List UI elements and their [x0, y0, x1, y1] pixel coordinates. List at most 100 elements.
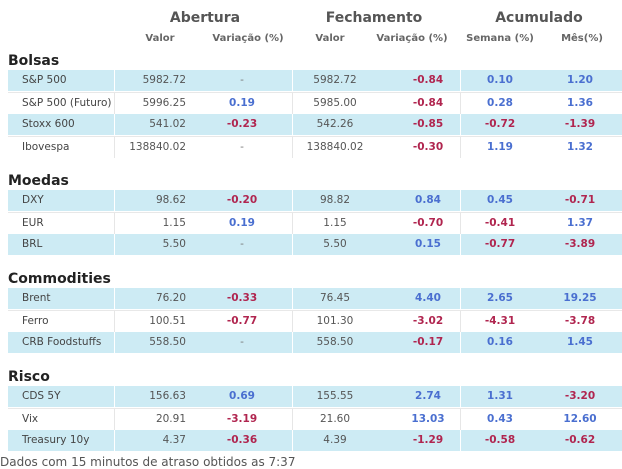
month-change: -0.62 [564, 434, 596, 446]
open-value: 558.50 [149, 336, 186, 348]
instrument-name: CRB Foodstuffs [22, 336, 102, 348]
close-variation: -0.85 [412, 118, 444, 130]
open-value: 100.51 [149, 315, 186, 327]
month-change: 1.20 [567, 74, 593, 86]
column-divider [460, 288, 461, 309]
close-variation: -0.17 [412, 336, 444, 348]
subheader-mes: Mês(%) [561, 33, 603, 44]
open-variation: -0.23 [226, 118, 258, 130]
close-variation: 13.03 [411, 413, 445, 425]
open-variation: 0.19 [229, 217, 255, 229]
column-divider [292, 430, 293, 451]
table-row: DXY 98.62 -0.20 98.82 0.84 0.45 -0.71 [8, 190, 622, 211]
column-divider [292, 409, 293, 430]
close-value: 76.45 [319, 292, 351, 304]
instrument-name: S&P 500 [22, 74, 67, 86]
close-variation: 0.15 [415, 238, 441, 250]
column-divider [460, 70, 461, 91]
open-value: 5.50 [162, 238, 186, 250]
instrument-name: Ferro [22, 315, 49, 327]
close-variation: 4.40 [415, 292, 441, 304]
open-variation: - [240, 238, 244, 250]
open-variation: -0.20 [226, 194, 258, 206]
week-change: 1.19 [487, 141, 513, 153]
month-change: 1.36 [567, 97, 593, 109]
header-fechamento: Fechamento [325, 10, 423, 26]
subheader-valor-abertura: Valor [145, 33, 175, 44]
open-value: 4.37 [162, 434, 186, 446]
open-variation: -0.36 [226, 434, 258, 446]
table-row: Stoxx 600 541.02 -0.23 542.26 -0.85 -0.72 -1.3… [8, 114, 622, 135]
instrument-name: CDS 5Y [22, 390, 61, 402]
month-change: 19.25 [563, 292, 597, 304]
close-variation: 2.74 [415, 390, 441, 402]
instrument-name: Stoxx 600 [22, 118, 75, 130]
column-divider [460, 213, 461, 234]
open-variation: 0.69 [229, 390, 255, 402]
column-divider [292, 288, 293, 309]
column-divider [292, 137, 293, 158]
instrument-name: BRL [22, 238, 43, 250]
open-value: 5982.72 [142, 74, 186, 86]
month-change: -3.78 [564, 315, 596, 327]
close-value: 101.30 [316, 315, 354, 327]
column-divider [292, 213, 293, 234]
column-divider [114, 386, 115, 407]
column-divider [114, 409, 115, 430]
close-value: 155.55 [316, 390, 354, 402]
open-value: 541.02 [149, 118, 186, 130]
column-divider [292, 234, 293, 255]
open-value: 98.62 [155, 194, 186, 206]
header-acumulado: Acumulado [495, 10, 583, 26]
column-divider [292, 332, 293, 353]
table-row: CDS 5Y 156.63 0.69 155.55 2.74 1.31 -3.20 [8, 386, 622, 407]
subheader-valor-fechamento: Valor [315, 33, 345, 44]
section-title: Bolsas [8, 53, 60, 69]
column-divider [460, 93, 461, 114]
close-variation: -0.70 [412, 217, 444, 229]
open-value: 156.63 [149, 390, 186, 402]
instrument-name: EUR [22, 217, 44, 229]
close-value: 138840.02 [306, 141, 364, 153]
instrument-name: DXY [22, 194, 44, 206]
table-row: S&P 500 (Futuro) 5996.25 0.19 5985.00 -0.84 0… [8, 92, 622, 114]
column-divider [114, 70, 115, 91]
column-divider [460, 190, 461, 211]
week-change: 2.65 [487, 292, 513, 304]
month-change: -1.39 [564, 118, 596, 130]
close-value: 1.15 [323, 217, 347, 229]
month-change: -3.89 [564, 238, 596, 250]
instrument-name: Brent [22, 292, 51, 304]
month-change: 1.45 [567, 336, 593, 348]
instrument-name: Ibovespa [22, 141, 70, 153]
table-row: Ferro 100.51 -0.77 101.30 -3.02 -4.31 -3.78 [8, 310, 622, 332]
close-value: 542.26 [316, 118, 354, 130]
column-divider [292, 70, 293, 91]
open-variation: -3.19 [226, 413, 258, 425]
table-row: BRL 5.50 - 5.50 0.15 -0.77 -3.89 [8, 234, 622, 255]
column-divider [292, 311, 293, 332]
column-divider [460, 137, 461, 158]
section-title: Commodities [8, 271, 111, 287]
column-divider [460, 311, 461, 332]
column-divider [114, 190, 115, 211]
week-change: 0.28 [487, 97, 513, 109]
column-divider [114, 213, 115, 234]
column-divider [460, 114, 461, 135]
column-divider [114, 234, 115, 255]
column-divider [114, 93, 115, 114]
month-change: 1.32 [567, 141, 593, 153]
week-change: -0.72 [484, 118, 516, 130]
open-variation: 0.19 [229, 97, 255, 109]
week-change: 0.10 [487, 74, 513, 86]
month-change: 1.37 [567, 217, 593, 229]
column-divider [292, 114, 293, 135]
section-title: Moedas [8, 173, 69, 189]
table-row: CRB Foodstuffs 558.50 - 558.50 -0.17 0.16 1.45 [8, 332, 622, 353]
subheader-semana: Semana (%) [466, 33, 534, 44]
month-change: -3.20 [564, 390, 596, 402]
open-variation: -0.77 [226, 315, 258, 327]
column-divider [460, 409, 461, 430]
column-divider [460, 430, 461, 451]
close-variation: -0.30 [412, 141, 444, 153]
